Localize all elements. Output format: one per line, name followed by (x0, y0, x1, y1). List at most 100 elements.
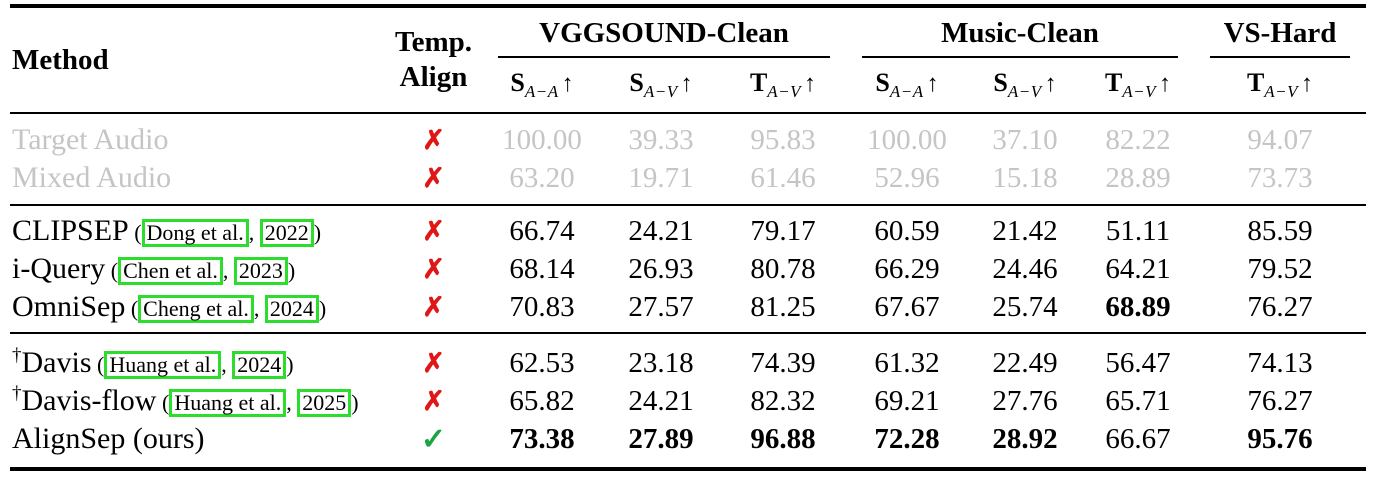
cross-icon: ✗ (422, 162, 445, 193)
metric-value-cell: 73.73 (1247, 161, 1313, 194)
metric-value-cell: 15.18 (992, 161, 1058, 194)
metric-value-cell: 68.14 (509, 252, 575, 285)
metric-value-cell: 21.42 (992, 214, 1058, 247)
method-name: Davis (21, 346, 92, 379)
citation-authors-link[interactable]: Huang et al. (169, 389, 287, 417)
group-header-music-clean: Music-Clean (846, 8, 1194, 58)
citation: (Cheng et al., 2024) (125, 295, 327, 323)
method-name: CLIPSEP (12, 214, 129, 247)
metric-value-cell: 65.82 (509, 384, 575, 417)
method-cell: †Davis (Huang et al., 2024) (10, 346, 385, 380)
metric-header-vggsound-clean-t-a-v: TA−V ↑ (749, 67, 817, 102)
metric-value-cell: 70.83 (509, 290, 575, 323)
metric-value-cell: 61.46 (750, 161, 816, 194)
metric-value-cell: 63.20 (509, 161, 575, 194)
metric-value-cell: 76.27 (1247, 384, 1313, 417)
method-cell: CLIPSEP (Dong et al., 2022) (10, 214, 385, 248)
citation-authors-link[interactable]: Dong et al. (141, 219, 249, 247)
metric-value-cell: 81.25 (750, 290, 816, 323)
metric-value-cell: 24.21 (628, 384, 694, 417)
method-name: Target Audio (12, 123, 169, 156)
metric-value-cell: 56.47 (1105, 346, 1171, 379)
metric-value-cell: 79.52 (1247, 252, 1313, 285)
citation: (Huang et al., 2025) (156, 389, 359, 417)
metric-value-cell: 67.67 (874, 290, 940, 323)
cross-icon: ✗ (422, 385, 445, 416)
citation-year-link[interactable]: 2024 (264, 295, 319, 323)
group-header-vs-hard: VS-Hard (1194, 8, 1366, 58)
group-header-vggsound-clean: VGGSOUND-Clean (482, 8, 846, 58)
metric-value-cell: 66.67 (1105, 422, 1171, 455)
metric-value-cell: 26.93 (628, 252, 694, 285)
temp-align-column-header: Temp. Align (385, 25, 482, 96)
table-row: AlignSep (ours) ✓ 73.38 27.89 96.88 72.28 28.9… (10, 420, 1366, 458)
method-name: OmniSep (12, 290, 126, 323)
metric-value-cell: 61.32 (874, 346, 940, 379)
metric-value-cell: 52.96 (874, 161, 940, 194)
citation-authors-link[interactable]: Chen et al. (118, 257, 223, 285)
metric-value-cell: 22.49 (992, 346, 1058, 379)
table-section-1: Target Audio ✗ 100.00 39.33 95.83 100.00 37.10… (10, 114, 1366, 206)
metric-value-cell: 73.38 (509, 422, 575, 455)
metric-value-cell: 24.21 (628, 214, 694, 247)
metric-value-cell: 62.53 (509, 346, 575, 379)
metric-value-cell: 76.27 (1247, 290, 1313, 323)
table-row: CLIPSEP (Dong et al., 2022) ✗ 66.74 24.21 79… (10, 212, 1366, 250)
metric-value-cell: 51.11 (1105, 214, 1171, 247)
cross-icon: ✗ (422, 347, 445, 378)
citation: (Dong et al., 2022) (128, 219, 322, 247)
metric-value-cell: 69.21 (874, 384, 940, 417)
metric-value-cell: 82.22 (1105, 123, 1171, 156)
metric-value-cell: 23.18 (628, 346, 694, 379)
method-column-header: Method (12, 43, 109, 76)
metric-value-cell: 68.89 (1105, 290, 1171, 323)
table-row: Mixed Audio ✗ 63.20 19.71 61.46 52.96 15.18 28.… (10, 159, 1366, 197)
top-rule (10, 4, 1366, 8)
metric-value-cell: 72.28 (874, 422, 940, 455)
citation-year-link[interactable]: 2024 (232, 351, 287, 379)
metric-value-cell: 94.07 (1247, 123, 1313, 156)
metric-value-cell: 64.21 (1105, 252, 1171, 285)
method-name: Mixed Audio (12, 161, 172, 194)
metric-value-cell: 66.29 (874, 252, 940, 285)
dagger-mark: † (12, 345, 22, 366)
metric-value-cell: 19.71 (628, 161, 694, 194)
metric-value-cell: 28.89 (1105, 161, 1171, 194)
method-cell: OmniSep (Cheng et al., 2024) (10, 290, 385, 324)
metric-header-vs-hard-t-a-v: TA−V ↑ (1246, 67, 1314, 102)
table-row: i-Query (Chen et al., 2023) ✗ 68.14 26.93 80… (10, 250, 1366, 288)
metric-value-cell: 39.33 (628, 123, 694, 156)
metric-value-cell: 74.13 (1247, 346, 1313, 379)
check-icon: ✓ (420, 422, 447, 456)
citation-year-link[interactable]: 2023 (233, 257, 288, 285)
citation-year-link[interactable]: 2022 (259, 219, 314, 247)
metric-value-cell: 27.76 (992, 384, 1058, 417)
citation-authors-link[interactable]: Huang et al. (104, 351, 222, 379)
metric-value-cell: 85.59 (1247, 214, 1313, 247)
metric-header-music-clean-t-a-v: TA−V ↑ (1104, 67, 1172, 102)
metric-value-cell: 82.32 (750, 384, 816, 417)
metric-value-cell: 96.88 (750, 422, 816, 455)
metric-header-music-clean-s-a-a: SA−A ↑ (875, 67, 939, 102)
citation-authors-link[interactable]: Cheng et al. (138, 295, 254, 323)
metric-value-cell: 66.74 (509, 214, 575, 247)
table-section-2: CLIPSEP (Dong et al., 2022) ✗ 66.74 24.21 79… (10, 206, 1366, 334)
citation: (Chen et al., 2023) (105, 257, 296, 285)
method-cell: i-Query (Chen et al., 2023) (10, 252, 385, 286)
metric-value-cell: 27.57 (628, 290, 694, 323)
metric-value-cell: 95.83 (750, 123, 816, 156)
metric-value-cell: 37.10 (992, 123, 1058, 156)
citation: (Huang et al., 2024) (91, 351, 294, 379)
metric-header-vggsound-clean-s-a-a: SA−A ↑ (510, 67, 574, 102)
method-cell: †Davis-flow (Huang et al., 2025) (10, 384, 385, 418)
citation-year-link[interactable]: 2025 (297, 389, 352, 417)
metric-value-cell: 79.17 (750, 214, 816, 247)
metric-value-cell: 27.89 (628, 422, 694, 455)
metric-value-cell: 60.59 (874, 214, 940, 247)
dagger-mark: † (12, 383, 22, 404)
table-row: †Davis-flow (Huang et al., 2025) ✗ 65.82 24… (10, 382, 1366, 420)
cross-icon: ✗ (422, 124, 445, 155)
metric-value-cell: 74.39 (750, 346, 816, 379)
metric-value-cell: 65.71 (1105, 384, 1171, 417)
